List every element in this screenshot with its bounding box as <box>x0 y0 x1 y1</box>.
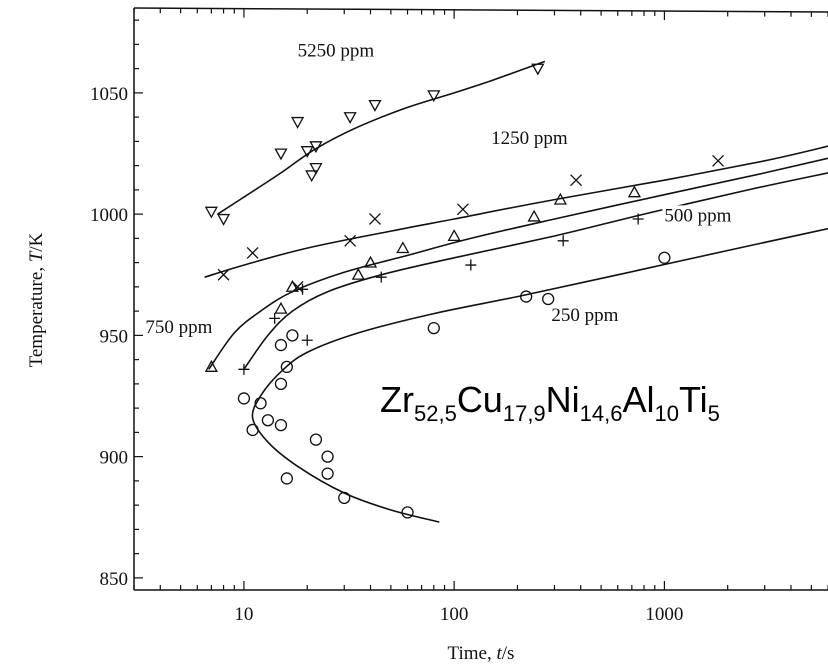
series-label: 5250 ppm <box>298 41 375 62</box>
circle-marker <box>274 377 288 391</box>
plus-marker <box>557 235 569 247</box>
label-background <box>662 205 734 227</box>
triangle-down-marker <box>216 213 231 226</box>
fit-curve <box>204 145 828 278</box>
triangle-down-marker <box>204 206 218 219</box>
triangle-up-marker <box>627 185 642 198</box>
circle-marker <box>321 450 334 463</box>
triangle-up-marker <box>527 209 541 222</box>
fit-curve <box>208 157 828 370</box>
fit-curve <box>243 172 828 370</box>
y-tick-label: 900 <box>100 448 129 469</box>
circle-marker <box>274 338 288 352</box>
circle-marker <box>520 290 533 303</box>
plus-marker <box>301 334 313 346</box>
circle-marker <box>280 472 293 485</box>
series-label: 250 ppm <box>551 305 618 326</box>
circle-marker <box>542 292 555 306</box>
series-label: 1250 ppm <box>491 128 568 149</box>
triangle-up-marker <box>447 229 461 242</box>
circle-marker <box>427 321 440 335</box>
series-label: 500 ppm <box>664 205 731 226</box>
triangle-down-marker <box>343 112 357 124</box>
y-tick-label: 1050 <box>90 84 128 105</box>
triangle-up-marker <box>396 241 410 254</box>
plus-marker <box>632 213 644 225</box>
fit-curve <box>251 227 828 523</box>
circle-marker <box>237 392 251 405</box>
triangle-up-marker <box>204 360 218 372</box>
circle-marker <box>658 251 671 264</box>
y-tick-label: 950 <box>100 326 129 347</box>
cross-marker <box>217 268 230 281</box>
triangle-down-marker <box>274 148 288 161</box>
circle-marker <box>274 418 288 432</box>
triangle-up-marker <box>351 267 365 280</box>
y-tick-labels: 850 900 950 1000 1050 <box>90 84 128 590</box>
triangle-up-marker <box>363 255 378 268</box>
triangle-up-marker <box>274 301 288 314</box>
cross-marker <box>246 246 259 259</box>
circle-marker <box>401 506 414 519</box>
circle-marker <box>254 397 267 410</box>
circle-marker <box>261 414 275 427</box>
axis-ticks <box>133 8 828 590</box>
circle-marker <box>286 329 299 342</box>
y-tick-label: 850 <box>100 569 129 590</box>
series-labels: 5250 ppm 1250 ppm 750 ppm 500 ppm 250 ppm <box>145 41 734 338</box>
cross-marker <box>344 234 357 247</box>
fit-curves <box>204 60 828 523</box>
triangle-down-marker <box>368 99 382 112</box>
cross-marker <box>456 203 469 216</box>
triangle-down-marker <box>290 116 305 129</box>
triangle-down-marker <box>305 170 319 183</box>
plus-marker <box>465 259 477 271</box>
fit-curve <box>217 60 546 215</box>
circle-marker <box>338 491 351 505</box>
y-tick-label: 1000 <box>90 205 128 226</box>
triangle-down-marker <box>427 90 441 103</box>
triangle-down-marker <box>309 141 323 154</box>
plus-marker <box>297 283 309 295</box>
x-tick-label: 1000 <box>645 604 683 625</box>
x-axis-title: Time, t/s <box>448 643 515 664</box>
triangle-up-marker <box>285 280 299 292</box>
alloy-composition-label: Zr52,5Cu17,9Ni14,6Al10Ti5 <box>380 379 720 426</box>
triangle-down-marker <box>300 146 314 158</box>
cross-marker <box>570 174 583 187</box>
y-axis-title: Temperature, T/K <box>26 232 47 367</box>
x-tick-labels: 10 100 1000 <box>234 604 683 625</box>
circle-marker <box>309 433 323 446</box>
x-tick-label: 100 <box>440 604 469 625</box>
plus-marker <box>375 271 387 283</box>
plot-frame <box>133 7 828 591</box>
plus-marker <box>238 363 250 375</box>
x-tick-label: 10 <box>234 604 253 625</box>
data-markers <box>204 63 725 519</box>
triangle-down-marker <box>531 63 545 76</box>
circle-marker <box>280 360 293 374</box>
cross-marker <box>368 213 381 225</box>
triangle-down-marker <box>309 162 323 175</box>
circle-marker <box>246 423 259 437</box>
plus-marker <box>269 312 281 324</box>
cross-marker <box>712 154 725 167</box>
triangle-up-marker <box>553 192 567 205</box>
circle-marker <box>321 467 334 480</box>
series-label: 750 ppm <box>145 317 212 338</box>
frame-top <box>133 7 828 13</box>
